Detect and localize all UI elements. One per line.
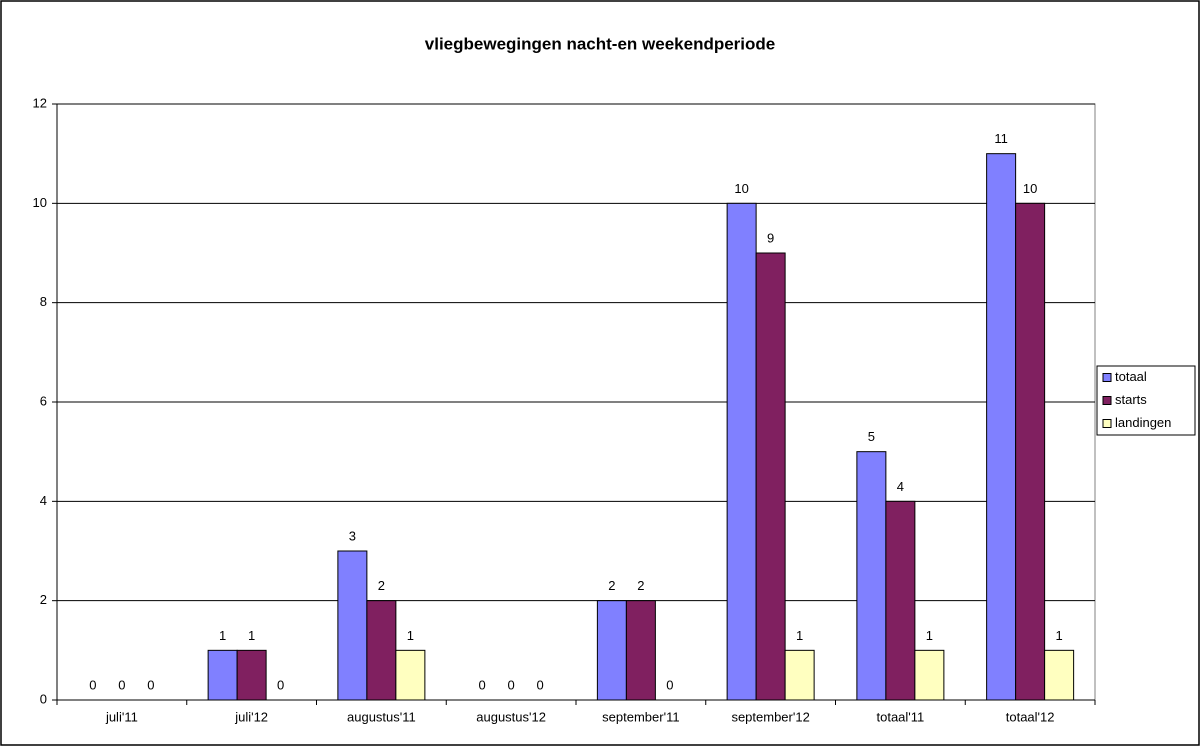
data-label: 1 — [1056, 628, 1063, 643]
legend-label: starts — [1115, 392, 1147, 407]
legend-label: landingen — [1115, 415, 1171, 430]
x-tick-label: september'11 — [602, 709, 679, 724]
bar — [726, 202, 757, 701]
data-label: 11 — [994, 131, 1008, 146]
chart-title: vliegbewegingen nacht-en weekendperiode — [425, 34, 775, 53]
data-label: 1 — [796, 628, 803, 643]
bar — [784, 649, 815, 701]
data-label: 5 — [868, 429, 875, 444]
data-label: 10 — [734, 181, 748, 196]
bar — [856, 451, 887, 701]
legend-swatch — [1102, 373, 1112, 382]
bar — [885, 500, 916, 701]
bar — [596, 600, 627, 701]
data-label: 0 — [277, 677, 284, 692]
data-label: 4 — [897, 479, 904, 494]
y-tick-label: 4 — [40, 493, 47, 508]
data-label: 1 — [248, 628, 255, 643]
bar — [914, 649, 945, 701]
x-tick-label: juli'12 — [234, 709, 268, 724]
data-label: 0 — [479, 677, 486, 692]
bar — [236, 649, 267, 701]
legend-box — [1096, 365, 1196, 436]
bar — [207, 649, 238, 701]
data-label: 9 — [767, 230, 774, 245]
data-label: 2 — [637, 578, 644, 593]
data-label: 1 — [926, 628, 933, 643]
y-tick-label: 8 — [40, 294, 47, 309]
bar — [337, 550, 368, 701]
x-tick-label: september'12 — [731, 709, 809, 724]
data-label: 0 — [508, 677, 515, 692]
data-label: 2 — [378, 578, 385, 593]
x-tick-label: augustus'11 — [347, 709, 416, 724]
data-label: 0 — [118, 677, 125, 692]
data-label: 0 — [537, 677, 544, 692]
bar — [625, 600, 656, 701]
x-tick-label: totaal'12 — [1006, 709, 1055, 724]
x-tick-label: totaal'11 — [876, 709, 924, 724]
legend-label: totaal — [1115, 369, 1147, 384]
y-tick-label: 2 — [40, 592, 47, 607]
bar — [1015, 202, 1046, 701]
bar — [755, 252, 786, 701]
y-tick-label: 0 — [40, 691, 47, 706]
bar — [395, 649, 426, 701]
bar — [1044, 649, 1075, 701]
y-tick-label: 6 — [40, 393, 47, 408]
data-label: 0 — [666, 677, 673, 692]
x-tick-label: juli'11 — [105, 709, 138, 724]
data-label: 0 — [147, 677, 154, 692]
legend-swatch — [1102, 419, 1112, 428]
data-label: 1 — [407, 628, 414, 643]
data-label: 1 — [219, 628, 226, 643]
bar — [366, 600, 397, 701]
bar — [986, 153, 1017, 701]
legend-swatch — [1102, 396, 1112, 405]
y-tick-label: 12 — [33, 95, 47, 110]
data-label: 0 — [89, 677, 96, 692]
x-tick-label: augustus'12 — [476, 709, 546, 724]
data-label: 3 — [349, 528, 356, 543]
y-tick-label: 10 — [33, 195, 47, 210]
data-label: 2 — [608, 578, 615, 593]
data-label: 10 — [1023, 181, 1037, 196]
